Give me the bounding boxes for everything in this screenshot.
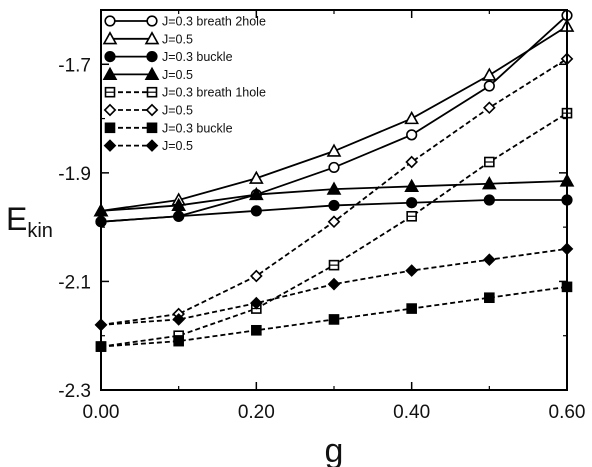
y-tick-label-2: -2.1 — [58, 272, 91, 293]
series-2-point-6 — [481, 67, 497, 81]
legend-marker-left-8 — [103, 139, 117, 152]
series-6-point-5 — [405, 155, 418, 169]
legend-entry-1: J=0.3 breath 2hole — [104, 15, 266, 29]
series-1-point-5 — [406, 129, 418, 141]
series-1-point-6 — [483, 80, 495, 92]
legend-label-2: J=0.5 — [162, 32, 193, 46]
ticks-layer: 0.00 0.20 0.40 0.60 -2.3 -2.1 -1.9 -1.7 — [58, 9, 586, 423]
legend-marker-left-6 — [103, 103, 117, 117]
series-8-point-4 — [327, 277, 341, 291]
y-tick-label-4: -1.7 — [58, 55, 91, 76]
y-axis-label: Ekin — [6, 201, 53, 242]
legend-marker-left-1 — [104, 15, 116, 27]
series-1-point-4 — [328, 161, 340, 174]
legend-marker-right-6 — [145, 103, 159, 117]
legend-marker-right-3 — [146, 50, 158, 63]
y-axis-label-main: E — [6, 201, 27, 237]
legend-entry-4: J=0.5 — [102, 66, 193, 82]
legend-label-6: J=0.5 — [162, 104, 193, 118]
legend: J=0.3 breath 2hole J=0.5 J=0.3 buckle J=0.5… — [102, 15, 266, 153]
legend-marker-right-1 — [146, 15, 158, 27]
legend-marker-right-7 — [146, 122, 158, 134]
series-3-point-2 — [173, 210, 185, 222]
series-3-point-6 — [483, 194, 495, 206]
x-tick-label-1: 0.00 — [83, 402, 120, 423]
series-2-point-4 — [326, 143, 342, 157]
series-4-point-4 — [326, 181, 342, 195]
series-8-point-5 — [405, 264, 418, 277]
legend-marker-left-7 — [104, 122, 116, 134]
y-tick-label-1: -2.3 — [58, 381, 91, 402]
series-3-point-4 — [328, 199, 340, 212]
legend-marker-right-4 — [144, 66, 160, 80]
legend-entry-6: J=0.5 — [103, 103, 193, 118]
legend-marker-right-2 — [144, 31, 160, 45]
legend-marker-left-2 — [102, 31, 118, 45]
series-6-point-6 — [483, 101, 496, 115]
legend-label-1: J=0.3 breath 2hole — [162, 15, 266, 29]
legend-label-5: J=0.3 breath 1hole — [162, 86, 266, 100]
legend-label-8: J=0.5 — [162, 139, 193, 153]
series-7-point-4 — [328, 314, 340, 325]
x-tick-label-2: 0.20 — [238, 402, 275, 423]
legend-entry-2: J=0.5 — [102, 31, 193, 46]
series-8-point-6 — [483, 253, 496, 267]
series-8-point-3 — [250, 296, 263, 310]
legend-entry-8: J=0.5 — [103, 139, 193, 153]
plot-frame — [100, 9, 568, 391]
legend-entry-5: J=0.3 breath 1hole — [104, 86, 266, 100]
x-tick-label-4: 0.60 — [549, 402, 586, 423]
y-tick-label-3: -1.9 — [58, 164, 91, 185]
series-6-point-4 — [327, 215, 341, 229]
legend-entry-7: J=0.3 buckle — [104, 121, 233, 135]
series-7-point-5 — [406, 303, 417, 314]
x-tick-label-3: 0.40 — [393, 402, 430, 423]
x-axis-label: g — [325, 432, 344, 467]
series-7-point-3 — [251, 324, 262, 336]
series-7-point-6 — [484, 292, 495, 304]
series-3-point-5 — [406, 197, 418, 209]
series-4-point-6 — [481, 176, 497, 190]
series-2-point-3 — [248, 170, 264, 184]
legend-label-3: J=0.3 buckle — [162, 50, 233, 64]
series-2-point-5 — [404, 110, 420, 125]
series-7-point-2 — [173, 335, 184, 347]
series-8-point-2 — [172, 313, 185, 326]
series-3-point-3 — [250, 205, 262, 217]
legend-label-4: J=0.5 — [162, 68, 193, 82]
legend-label-7: J=0.3 buckle — [162, 121, 233, 135]
series-4-point-2 — [171, 197, 187, 212]
legend-marker-right-8 — [145, 139, 159, 152]
legend-marker-left-4 — [102, 66, 118, 80]
y-axis-label-subscript: kin — [27, 220, 53, 242]
legend-marker-left-3 — [104, 50, 116, 63]
series-7 — [95, 281, 573, 352]
series-6-point-3 — [250, 269, 263, 283]
series-4-point-3 — [248, 186, 264, 201]
series-4-point-5 — [404, 178, 420, 193]
legend-entry-3: J=0.3 buckle — [104, 50, 233, 64]
